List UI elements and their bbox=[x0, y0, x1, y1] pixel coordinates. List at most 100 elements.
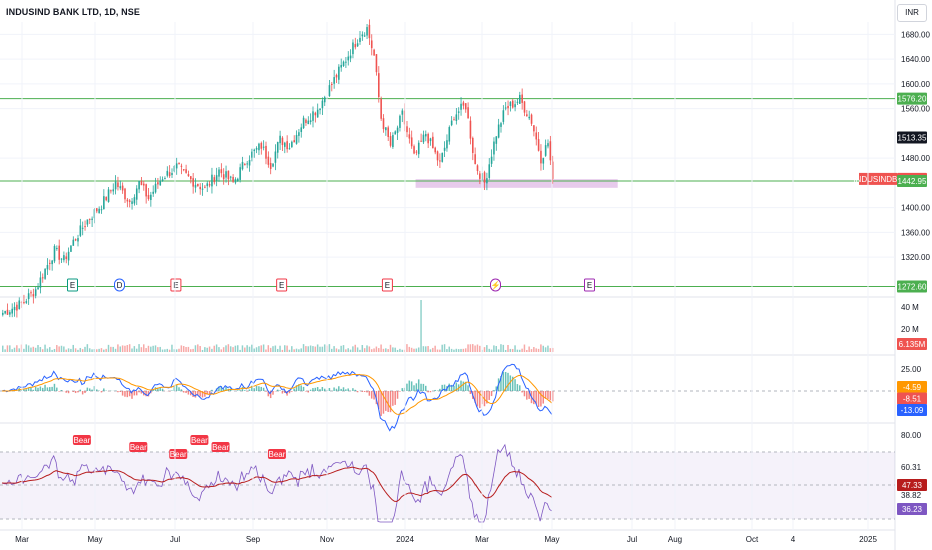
candle-body bbox=[450, 120, 453, 126]
event-marker bbox=[276, 278, 288, 292]
volume-bar bbox=[347, 348, 349, 352]
volume-bar bbox=[180, 345, 183, 352]
macd-histogram-bar bbox=[49, 387, 51, 391]
candle-body bbox=[507, 105, 509, 109]
candle-body bbox=[323, 97, 326, 103]
macd-histogram-bar bbox=[121, 391, 124, 396]
candle-body bbox=[413, 146, 415, 154]
bear-label-5: Bear bbox=[268, 450, 285, 459]
event-marker bbox=[67, 278, 78, 292]
candle-body bbox=[295, 134, 298, 144]
candle-body bbox=[227, 170, 230, 180]
volume-bar bbox=[349, 349, 352, 352]
volume-bar bbox=[107, 344, 110, 352]
macd-histogram-bar bbox=[32, 389, 35, 391]
candle-body bbox=[544, 145, 547, 156]
volume-bar bbox=[204, 347, 206, 352]
volume-bar bbox=[260, 345, 262, 352]
candle-body bbox=[140, 181, 143, 186]
macd-histogram-bar bbox=[462, 381, 465, 391]
macd-histogram-bar bbox=[516, 384, 519, 391]
candle-body bbox=[293, 140, 295, 143]
candle-body bbox=[171, 173, 173, 176]
candle-body bbox=[380, 98, 382, 119]
volume-bar bbox=[53, 348, 56, 352]
macd-histogram-bar bbox=[300, 385, 302, 391]
volume-bar bbox=[286, 345, 288, 352]
volume-bar bbox=[9, 345, 11, 352]
macd-histogram-bar bbox=[345, 389, 347, 391]
candle-body bbox=[314, 112, 317, 116]
volume-bar bbox=[112, 346, 114, 352]
volume-bar bbox=[65, 349, 67, 352]
candle-body bbox=[232, 176, 234, 182]
volume-bar bbox=[91, 349, 93, 352]
candle-body bbox=[387, 127, 389, 137]
macd-histogram-bar bbox=[67, 391, 70, 394]
volume-bar bbox=[378, 348, 380, 352]
symbol-tag: INDUSINDBK bbox=[853, 175, 903, 184]
volume-bar bbox=[467, 344, 469, 352]
volume-bar bbox=[171, 344, 173, 352]
macd-histogram-bar bbox=[366, 391, 368, 393]
candle-body bbox=[316, 109, 319, 118]
volume-bar bbox=[284, 345, 286, 352]
macd-histogram-bar bbox=[544, 391, 547, 399]
price-label-3: 1442.95 bbox=[898, 177, 927, 186]
candle-body bbox=[145, 184, 147, 197]
macd-histogram-bar bbox=[547, 391, 549, 400]
macd-histogram-bar bbox=[74, 391, 77, 394]
volume-bar bbox=[523, 344, 526, 352]
macd-histogram-bar bbox=[378, 391, 380, 410]
candle-body bbox=[74, 239, 77, 241]
candle-body bbox=[222, 174, 225, 180]
macd-histogram-bar bbox=[272, 391, 274, 395]
macd-histogram-bar bbox=[319, 389, 321, 391]
candle-body bbox=[194, 184, 197, 188]
volume-bar bbox=[77, 349, 79, 352]
volume-bar bbox=[140, 347, 143, 352]
volume-bar bbox=[197, 344, 199, 352]
macd-histogram-bar bbox=[244, 390, 246, 391]
macd-histogram-bar bbox=[509, 375, 512, 391]
volume-bar bbox=[199, 346, 201, 352]
volume-bar bbox=[211, 348, 213, 352]
volume-bar bbox=[60, 345, 63, 352]
candle-body bbox=[244, 164, 246, 166]
macd-histogram-bar bbox=[295, 385, 298, 391]
candle-body bbox=[178, 162, 180, 165]
volume-bar bbox=[98, 348, 100, 352]
volume-bar bbox=[215, 344, 218, 352]
candle-body bbox=[472, 137, 474, 153]
macd-histogram-bar bbox=[159, 387, 161, 391]
volume-bar bbox=[194, 345, 197, 352]
price-tick-5: 1400.00 bbox=[901, 204, 930, 213]
macd-histogram-bar bbox=[34, 387, 37, 391]
candle-body bbox=[27, 293, 30, 300]
macd-histogram-bar bbox=[199, 391, 201, 397]
candle-body bbox=[309, 120, 312, 122]
currency-button[interactable]: INR bbox=[897, 4, 927, 22]
volume-bar bbox=[18, 348, 20, 352]
volume-bar bbox=[114, 348, 117, 352]
macd-histogram-bar bbox=[309, 389, 312, 391]
volume-bar bbox=[234, 345, 237, 352]
volume-bar bbox=[361, 345, 364, 352]
macd-histogram-bar bbox=[53, 383, 56, 391]
candle-body bbox=[185, 169, 187, 173]
candle-body bbox=[302, 117, 305, 129]
volume-bar bbox=[145, 348, 147, 352]
macd-histogram-bar bbox=[526, 391, 528, 400]
price-label-0: 1576.20 bbox=[898, 95, 927, 104]
candle-body bbox=[373, 49, 375, 56]
macd-histogram-bar bbox=[368, 391, 371, 396]
volume-bar bbox=[13, 347, 16, 352]
volume-bar bbox=[239, 349, 241, 352]
candle-body bbox=[363, 35, 366, 37]
volume-bar bbox=[432, 347, 434, 352]
volume-bar bbox=[549, 348, 552, 352]
volume-bar bbox=[436, 349, 439, 352]
candle-body bbox=[4, 310, 6, 314]
macd-histogram-bar bbox=[314, 387, 317, 391]
